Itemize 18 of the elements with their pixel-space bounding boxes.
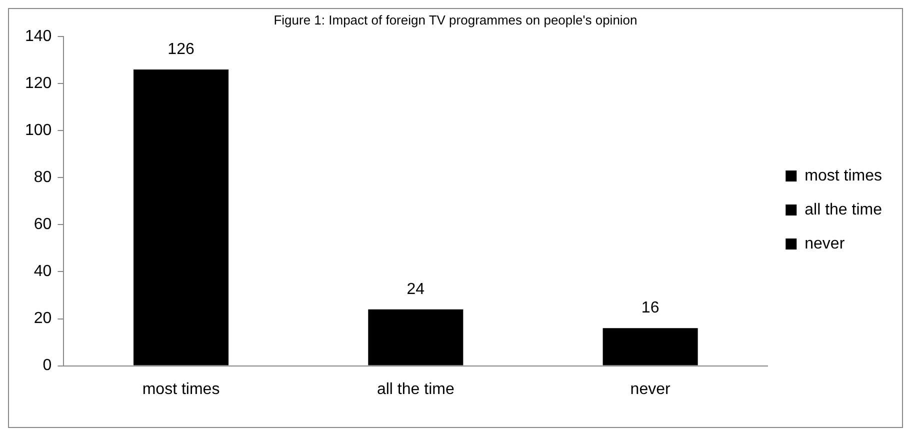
y-tick-label: 60 xyxy=(34,216,52,234)
legend-label: all the time xyxy=(804,201,882,218)
y-tick-label: 20 xyxy=(34,310,52,328)
y-tick-label: 80 xyxy=(34,169,52,186)
x-tick-label: all the time xyxy=(376,380,454,398)
y-tick-label: 100 xyxy=(24,122,52,140)
y-tick-label: 0 xyxy=(42,357,52,374)
legend-label: most times xyxy=(804,167,882,184)
data-label: 24 xyxy=(406,280,425,298)
x-tick-label: most times xyxy=(142,380,220,398)
chart-title: Figure 1: Impact of foreign TV programmes on people's opinion xyxy=(274,12,638,28)
y-tick-label: 40 xyxy=(34,263,52,280)
data-label: 16 xyxy=(641,300,660,317)
legend-label: never xyxy=(804,235,846,252)
data-label: 126 xyxy=(168,40,194,58)
y-tick-label: 140 xyxy=(24,28,52,46)
y-tick-label: 120 xyxy=(24,75,52,92)
x-tick-label: never xyxy=(630,380,671,398)
